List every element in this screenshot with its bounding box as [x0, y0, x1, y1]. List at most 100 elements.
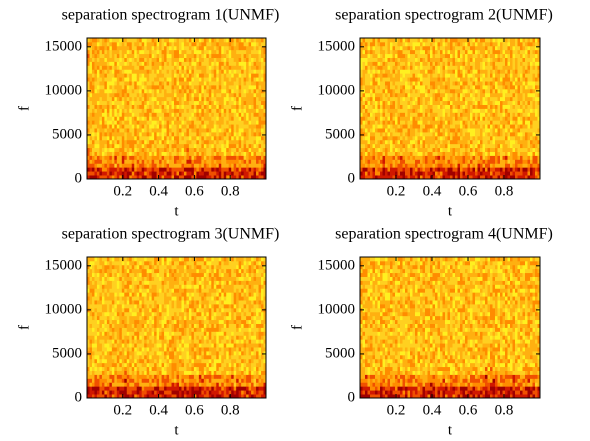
- spectrogram-cell: [221, 120, 224, 124]
- spectrogram-cell: [448, 105, 451, 109]
- spectrogram-cell: [249, 77, 252, 81]
- spectrogram-cell: [147, 89, 150, 93]
- spectrogram-cell: [520, 109, 523, 113]
- spectrogram-cell: [468, 159, 471, 163]
- spectrogram-cell: [199, 159, 202, 163]
- spectrogram-cell: [398, 144, 401, 148]
- spectrogram-cell: [483, 42, 486, 46]
- spectrogram-cell: [236, 54, 239, 58]
- spectrogram-cell: [102, 81, 105, 85]
- spectrogram-cell: [383, 140, 386, 144]
- spectrogram-cell: [508, 81, 511, 85]
- spectrogram-cell: [92, 89, 95, 93]
- spectrogram-cell: [443, 101, 446, 105]
- spectrogram-cell: [261, 77, 264, 81]
- spectrogram-cell: [139, 46, 142, 50]
- spectrogram-cell: [460, 65, 463, 69]
- spectrogram-cell: [508, 89, 511, 93]
- spectrogram-cell: [485, 54, 488, 58]
- spectrogram-cell: [132, 93, 135, 97]
- spectrogram-cell: [209, 85, 212, 89]
- spectrogram-cell: [221, 93, 224, 97]
- spectrogram-cell: [162, 89, 165, 93]
- spectrogram-cell: [196, 69, 199, 73]
- spectrogram-cell: [127, 73, 130, 77]
- spectrogram-cell: [480, 148, 483, 152]
- spectrogram-cell: [418, 93, 421, 97]
- spectrogram-cell: [510, 65, 513, 69]
- spectrogram-cell: [239, 148, 242, 152]
- spectrogram-cell: [119, 58, 122, 62]
- spectrogram-cell: [385, 152, 388, 156]
- spectrogram-cell: [378, 132, 381, 136]
- spectrogram-cell: [127, 140, 130, 144]
- spectrogram-cell: [229, 171, 232, 175]
- spectrogram-cell: [94, 69, 97, 73]
- spectrogram-cell: [122, 128, 125, 132]
- spectrogram-cell: [445, 136, 448, 140]
- spectrogram-cell: [224, 77, 227, 81]
- spectrogram-cell: [468, 97, 471, 101]
- spectrogram-cell: [246, 97, 249, 101]
- spectrogram-cell: [413, 65, 416, 69]
- spectrogram-cell: [139, 97, 142, 101]
- spectrogram-cell: [383, 101, 386, 105]
- spectrogram-cell: [363, 50, 366, 54]
- spectrogram-cell: [204, 105, 207, 109]
- spectrogram-cell: [134, 58, 137, 62]
- spectrogram-cell: [157, 124, 160, 128]
- spectrogram-cell: [167, 58, 170, 62]
- spectrogram-cell: [236, 77, 239, 81]
- spectrogram-cell: [405, 148, 408, 152]
- spectrogram-cell: [254, 171, 257, 175]
- spectrogram-cell: [485, 101, 488, 105]
- spectrogram-cell: [104, 136, 107, 140]
- spectrogram-cell: [413, 120, 416, 124]
- spectrogram-cell: [109, 148, 112, 152]
- spectrogram-cell: [408, 144, 411, 148]
- spectrogram-cell: [383, 46, 386, 50]
- spectrogram-cell: [119, 140, 122, 144]
- spectrogram-cell: [129, 93, 132, 97]
- spectrogram-cell: [403, 124, 406, 128]
- spectrogram-cell: [149, 148, 152, 152]
- spectrogram-cell: [152, 97, 155, 101]
- spectrogram-cell: [259, 73, 262, 77]
- spectrogram-cell: [241, 73, 244, 77]
- spectrogram-cell: [214, 50, 217, 54]
- spectrogram-cell: [370, 120, 373, 124]
- spectrogram-cell: [144, 58, 147, 62]
- spectrogram-cell: [510, 105, 513, 109]
- spectrogram-cell: [194, 163, 197, 167]
- spectrogram-cell: [191, 116, 194, 120]
- spectrogram-cell: [201, 46, 204, 50]
- spectrogram-cell: [460, 81, 463, 85]
- spectrogram-cell: [495, 167, 498, 171]
- spectrogram-cell: [189, 163, 192, 167]
- spectrogram-cell: [164, 140, 167, 144]
- spectrogram-cell: [196, 156, 199, 160]
- spectrogram-cell: [458, 62, 461, 66]
- spectrogram-cell: [99, 62, 102, 66]
- spectrogram-cell: [483, 77, 486, 81]
- spectrogram-cell: [127, 171, 130, 175]
- spectrogram-cell: [159, 132, 162, 136]
- spectrogram-cell: [515, 116, 518, 120]
- spectrogram-cell: [515, 136, 518, 140]
- spectrogram-cell: [470, 93, 473, 97]
- spectrogram-cell: [164, 167, 167, 171]
- spectrogram-cell: [157, 46, 160, 50]
- spectrogram-cell: [241, 77, 244, 81]
- spectrogram-cell: [139, 69, 142, 73]
- spectrogram-cell: [169, 156, 172, 160]
- spectrogram-cell: [199, 46, 202, 50]
- spectrogram-cell: [216, 54, 219, 58]
- spectrogram-cell: [495, 97, 498, 101]
- spectrogram-cell: [415, 46, 418, 50]
- spectrogram-cell: [370, 156, 373, 160]
- spectrogram-cell: [413, 50, 416, 54]
- spectrogram-cell: [177, 140, 180, 144]
- spectrogram-cell: [261, 109, 264, 113]
- spectrogram-cell: [460, 42, 463, 46]
- spectrogram-cell: [483, 38, 486, 42]
